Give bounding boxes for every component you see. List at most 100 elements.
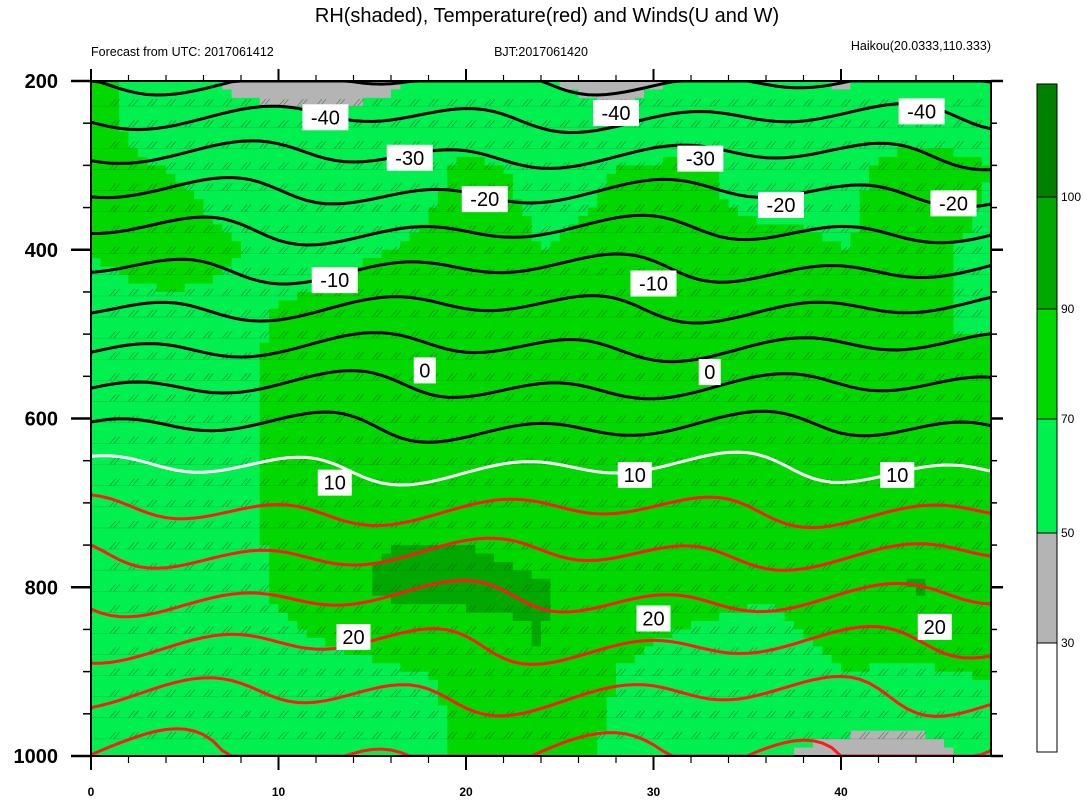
rh-cell bbox=[119, 587, 130, 597]
rh-cell bbox=[531, 578, 542, 588]
rh-cell bbox=[137, 621, 148, 631]
rh-cell bbox=[662, 334, 673, 344]
rh-cell bbox=[156, 393, 167, 403]
rh-cell bbox=[503, 730, 514, 740]
rh-cell bbox=[437, 207, 448, 217]
rh-cell bbox=[334, 747, 345, 756]
rh-cell bbox=[522, 165, 533, 175]
rh-cell bbox=[344, 291, 355, 301]
rh-cell bbox=[484, 114, 495, 124]
rh-cell bbox=[391, 494, 401, 504]
rh-cell bbox=[606, 334, 617, 344]
rh-cell bbox=[91, 131, 101, 141]
rh-cell bbox=[278, 747, 289, 756]
rh-cell bbox=[91, 739, 101, 749]
rh-cell bbox=[287, 401, 298, 411]
rh-cell bbox=[644, 148, 655, 158]
rh-cell bbox=[437, 494, 448, 504]
rh-cell bbox=[269, 275, 280, 285]
rh-cell bbox=[372, 199, 383, 209]
rh-cell bbox=[344, 688, 355, 698]
rh-cell bbox=[241, 376, 251, 386]
rh-cell bbox=[606, 367, 617, 377]
rh-cell bbox=[437, 460, 448, 470]
rh-cell bbox=[231, 359, 242, 369]
rh-cell bbox=[306, 528, 317, 538]
rh-cell bbox=[297, 351, 308, 361]
rh-cell bbox=[306, 739, 317, 749]
rh-cell bbox=[306, 730, 317, 740]
rh-cell bbox=[606, 232, 617, 242]
rh-cell bbox=[109, 587, 120, 597]
rh-cell bbox=[391, 477, 401, 487]
rh-cell bbox=[306, 393, 317, 403]
rh-cell bbox=[569, 283, 580, 293]
rh-cell bbox=[175, 477, 186, 487]
rh-cell bbox=[409, 528, 420, 538]
rh-cell bbox=[587, 232, 598, 242]
rh-cell bbox=[119, 410, 130, 420]
rh-cell bbox=[91, 275, 101, 285]
rh-cell bbox=[156, 696, 167, 706]
rh-cell bbox=[100, 317, 111, 327]
rh-cell bbox=[559, 81, 570, 91]
rh-cell bbox=[625, 519, 636, 529]
rh-cell bbox=[278, 595, 289, 605]
rh-cell bbox=[194, 156, 205, 166]
rh-cell bbox=[597, 671, 608, 681]
rh-cell bbox=[184, 342, 195, 352]
rh-cell bbox=[362, 426, 373, 436]
rh-cell bbox=[222, 578, 233, 588]
rh-cell bbox=[222, 469, 233, 479]
rh-cell bbox=[653, 114, 664, 124]
rh-cell bbox=[662, 570, 673, 580]
rh-cell bbox=[250, 477, 261, 487]
rh-cell bbox=[522, 486, 533, 496]
rh-cell bbox=[316, 621, 326, 631]
rh-cell bbox=[653, 528, 664, 538]
rh-cell bbox=[606, 224, 617, 234]
rh-cell bbox=[203, 486, 214, 496]
rh-cell bbox=[222, 494, 233, 504]
rh-cell bbox=[156, 182, 167, 192]
rh-cell bbox=[100, 545, 111, 555]
rh-cell bbox=[466, 89, 476, 99]
rh-cell bbox=[653, 410, 664, 420]
rh-cell bbox=[344, 224, 355, 234]
rh-cell bbox=[137, 367, 148, 377]
rh-cell bbox=[606, 401, 617, 411]
rh-cell bbox=[119, 545, 130, 555]
rh-cell bbox=[456, 696, 467, 706]
rh-cell bbox=[259, 258, 270, 268]
rh-cell bbox=[634, 401, 645, 411]
rh-cell bbox=[166, 612, 176, 622]
rh-cell bbox=[569, 705, 580, 715]
rh-cell bbox=[522, 401, 533, 411]
rh-cell bbox=[250, 654, 261, 664]
rh-cell bbox=[222, 511, 233, 521]
rh-cell bbox=[634, 359, 645, 369]
rh-cell bbox=[203, 705, 214, 715]
rh-cell bbox=[456, 486, 467, 496]
rh-cell bbox=[559, 587, 570, 597]
rh-cell bbox=[100, 199, 111, 209]
rh-cell bbox=[344, 207, 355, 217]
rh-cell bbox=[259, 722, 270, 732]
rh-cell bbox=[109, 570, 120, 580]
rh-cell bbox=[278, 384, 289, 394]
rh-cell bbox=[269, 696, 280, 706]
rh-cell bbox=[597, 165, 608, 175]
rh-cell bbox=[297, 300, 308, 310]
rh-cell bbox=[381, 359, 392, 369]
rh-cell bbox=[475, 114, 486, 124]
rh-cell bbox=[194, 435, 205, 445]
rh-cell bbox=[297, 654, 308, 664]
rh-cell bbox=[569, 545, 580, 555]
rh-cell bbox=[241, 266, 251, 276]
rh-cell bbox=[353, 148, 364, 158]
rh-cell bbox=[137, 266, 148, 276]
rh-cell bbox=[372, 452, 383, 462]
rh-cell bbox=[522, 696, 533, 706]
rh-cell bbox=[644, 384, 655, 394]
rh-cell bbox=[109, 156, 120, 166]
